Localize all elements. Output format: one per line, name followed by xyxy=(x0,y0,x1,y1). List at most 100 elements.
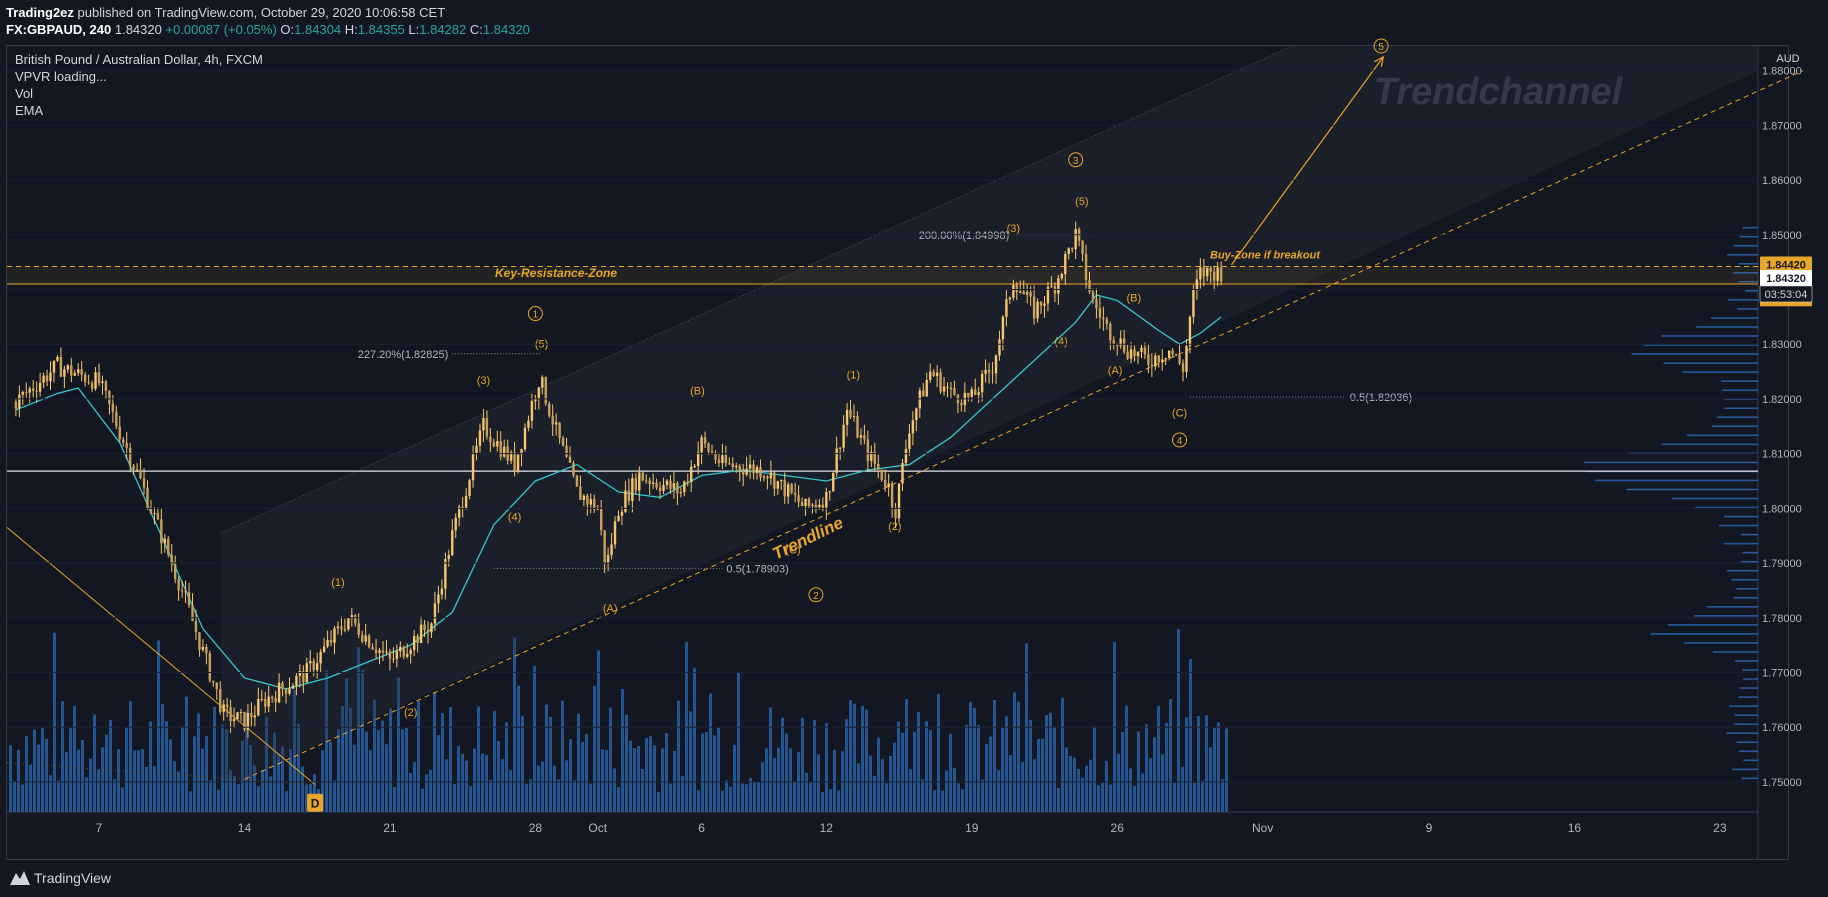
volume-bar xyxy=(569,739,572,812)
candle-body xyxy=(52,360,56,373)
candle-body xyxy=(125,442,128,448)
candle-body xyxy=(149,508,153,513)
volume-bar xyxy=(197,713,200,812)
volume-bar xyxy=(873,775,876,812)
drawing-marker-d xyxy=(307,793,324,812)
volume-bar xyxy=(1109,784,1112,812)
volume-bar xyxy=(373,699,376,812)
volume-profile-bar xyxy=(1721,380,1758,382)
candle-body xyxy=(655,482,658,488)
volume-bar xyxy=(45,738,48,812)
volume-bar xyxy=(989,736,992,812)
volume-bar xyxy=(693,667,696,812)
volume-bar xyxy=(153,766,156,812)
volume-bar xyxy=(217,789,220,812)
candle-body xyxy=(648,480,651,484)
volume-profile-bar xyxy=(1728,299,1758,301)
legend-ema[interactable]: EMA xyxy=(15,103,44,118)
volume-bar xyxy=(117,749,120,812)
candle-body xyxy=(575,475,579,487)
tradingview-brand[interactable]: TradingView xyxy=(34,870,112,886)
candle-body xyxy=(381,650,385,653)
chart-pane-bg xyxy=(7,46,1758,812)
candle-body xyxy=(593,498,596,510)
price-tick-label: 1.87000 xyxy=(1762,120,1802,132)
candle-body xyxy=(558,422,561,439)
candle-body xyxy=(419,624,423,644)
candle-body xyxy=(922,390,925,397)
candle-body xyxy=(66,365,70,370)
candle-body xyxy=(70,365,73,376)
volume-bar xyxy=(885,783,888,812)
candle-body xyxy=(883,479,887,488)
candle-body xyxy=(814,504,818,508)
candle-body xyxy=(406,654,409,657)
volume-bar xyxy=(1125,705,1128,812)
candle-body xyxy=(94,372,97,389)
volume-bar xyxy=(1217,722,1220,812)
drawing-marker-d-label: D xyxy=(311,797,320,811)
candle-body xyxy=(991,372,994,374)
tradingview-logo-icon[interactable] xyxy=(8,869,32,887)
volume-bar xyxy=(365,731,368,812)
volume-bar xyxy=(741,783,744,812)
candle-body xyxy=(762,476,766,478)
candle-body xyxy=(1147,354,1150,365)
volume-bar xyxy=(29,764,32,812)
volume-bar xyxy=(893,742,896,812)
volume-bar xyxy=(813,720,816,812)
volume-bar xyxy=(845,719,848,812)
volume-profile-bar xyxy=(1745,290,1758,292)
volume-bar xyxy=(229,770,232,812)
circled-wave-label: 5 xyxy=(1378,42,1384,53)
candle-body xyxy=(974,389,977,395)
countdown-label: 03:53:04 xyxy=(1765,289,1808,301)
volume-bar xyxy=(805,772,808,812)
candle-body xyxy=(1209,267,1212,272)
volume-bar xyxy=(1049,712,1052,812)
candle-body xyxy=(437,594,440,604)
author-name[interactable]: Trading2ez xyxy=(6,5,74,20)
volume-bar xyxy=(105,734,108,812)
chart-frame[interactable] xyxy=(6,45,1789,860)
volume-profile-bar xyxy=(1595,479,1758,482)
volume-bar xyxy=(141,749,144,812)
candle-body xyxy=(610,544,613,555)
candle-body xyxy=(953,387,956,395)
legend-vpvr[interactable]: VPVR loading... xyxy=(15,69,107,84)
candle-body xyxy=(1029,292,1032,297)
volume-bar xyxy=(209,780,212,812)
candle-body xyxy=(350,615,354,619)
candle-body xyxy=(599,508,603,531)
volume-bar xyxy=(853,703,856,812)
volume-bar xyxy=(393,787,396,812)
candle-body xyxy=(780,480,783,482)
time-tick-label: 19 xyxy=(965,821,979,835)
candle-body xyxy=(468,480,471,496)
volume-bar xyxy=(77,749,80,812)
candle-body xyxy=(641,472,644,481)
candle-body xyxy=(904,449,908,464)
candle-body xyxy=(132,465,135,470)
price-tick-label: 1.82000 xyxy=(1762,394,1802,406)
candle-body xyxy=(108,390,111,404)
price-tag-box xyxy=(1760,256,1812,273)
volume-bar xyxy=(497,741,500,812)
price-tick-label: 1.77000 xyxy=(1762,667,1802,679)
candle-body xyxy=(939,372,942,392)
wave-label: (C) xyxy=(785,544,800,556)
volume-bar xyxy=(589,783,592,812)
volume-bar xyxy=(1105,760,1108,812)
volume-profile-bar xyxy=(1729,705,1758,707)
candle-body xyxy=(1133,349,1136,357)
volume-bar xyxy=(169,739,172,812)
candle-body xyxy=(513,452,516,472)
candle-body xyxy=(523,427,527,450)
time-tick-label: Oct xyxy=(588,821,607,835)
legend-vol[interactable]: Vol xyxy=(15,86,34,101)
volume-bar xyxy=(645,737,648,812)
candle-body xyxy=(447,555,450,560)
wave-label: (5) xyxy=(1075,196,1088,208)
candle-body xyxy=(59,356,63,377)
